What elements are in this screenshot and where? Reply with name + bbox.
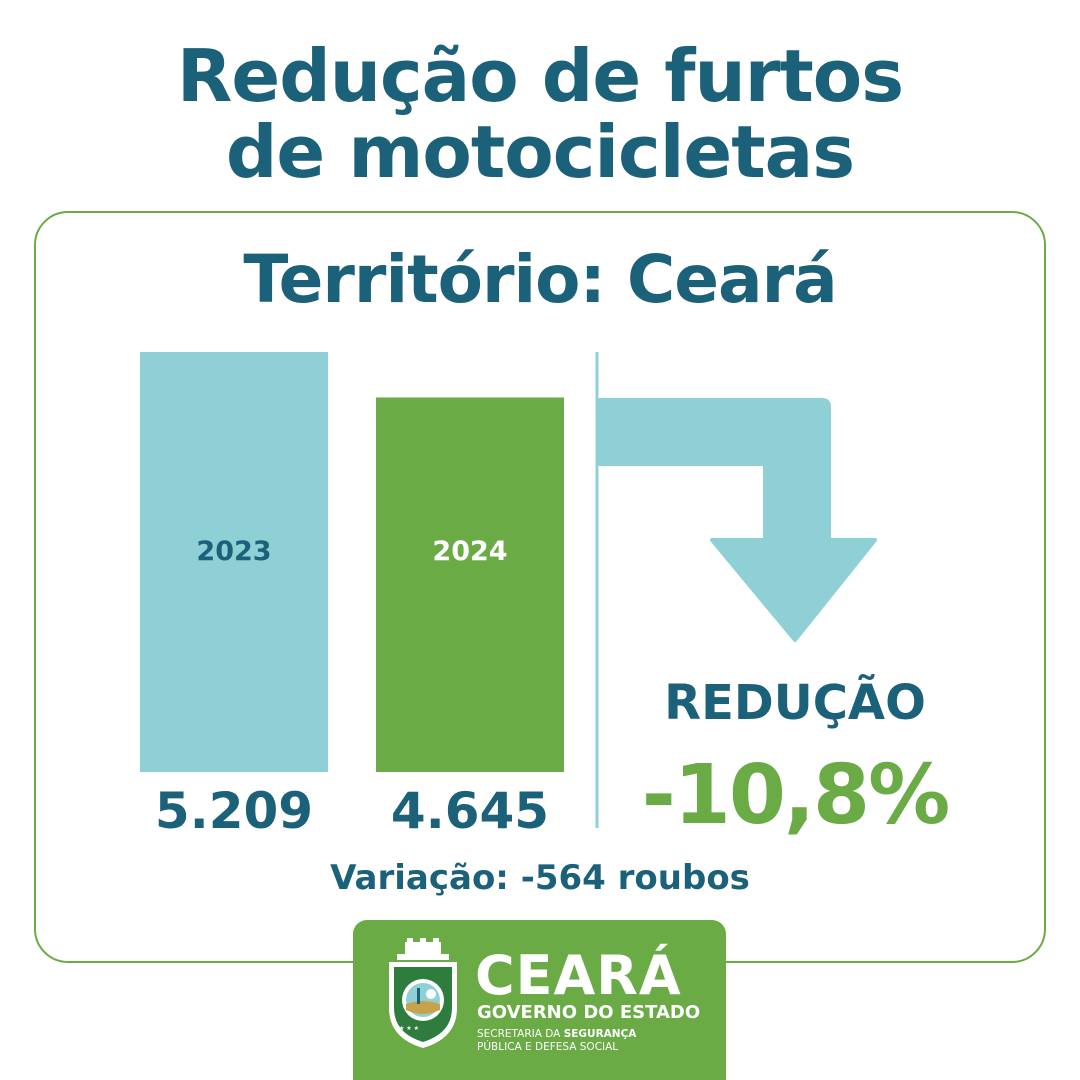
state-crest-icon: ★ ★ ★ — [389, 938, 457, 1048]
reduction-value: -10,8% — [641, 748, 951, 843]
down-arrow-icon — [598, 398, 877, 642]
title-line-1: Redução de furtos — [176, 34, 904, 118]
logo-government: GOVERNO DO ESTADO — [477, 1002, 701, 1023]
bar-2023 — [140, 352, 328, 772]
bar-value-label: 4.645 — [391, 782, 549, 840]
logo-state-name: CEARÁ — [475, 944, 682, 1007]
title-line-2: de motocicletas — [225, 110, 855, 194]
bar-2024 — [376, 397, 564, 772]
logo-secretariat-bold: SEGURANÇA — [563, 1028, 637, 1040]
territory-title: Território: Ceará — [243, 241, 837, 318]
government-logo: ★ ★ ★ CEARÁ GOVERNO DO ESTADO SECRETARIA… — [353, 920, 726, 1080]
page-title: Redução de furtos de motocicletas — [0, 38, 1080, 190]
bar-category-label: 2024 — [432, 536, 507, 567]
bar-category-label: 2023 — [196, 536, 271, 567]
logo-secretariat: SECRETARIA DA SEGURANÇA PÚBLICA E DEFESA… — [477, 1028, 717, 1054]
logo-secretariat-line-2: PÚBLICA E DEFESA SOCIAL — [477, 1041, 619, 1053]
logo-secretariat-prefix: SECRETARIA DA — [477, 1028, 561, 1040]
bar-value-label: 5.209 — [155, 782, 313, 840]
svg-text:★ ★ ★: ★ ★ ★ — [399, 1025, 419, 1032]
variation-text: Variação: -564 roubos — [330, 858, 750, 898]
reduction-label: REDUÇÃO — [664, 675, 926, 731]
